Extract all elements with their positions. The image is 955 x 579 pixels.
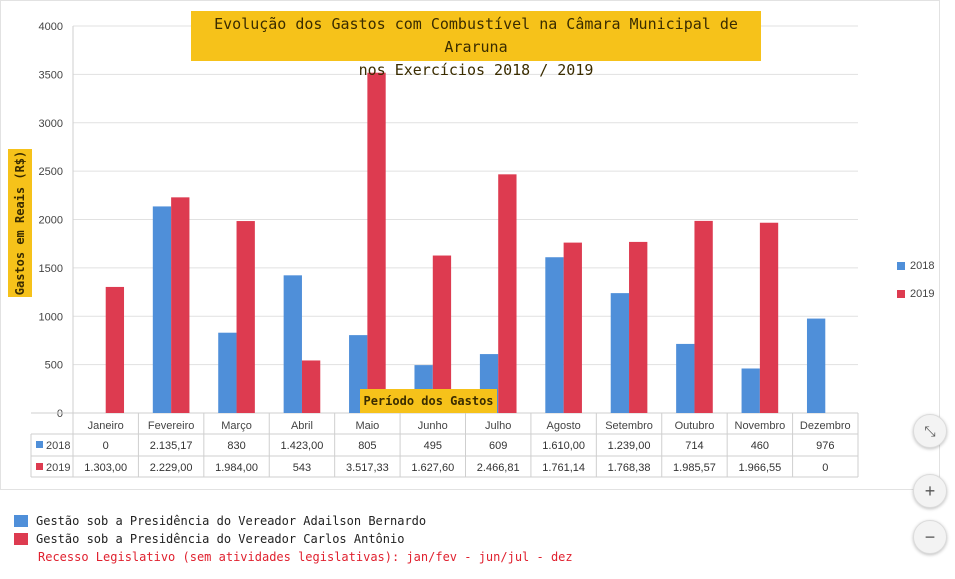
table-cell: 0 [103,440,109,452]
footnote-text-red: Gestão sob a Presidência do Vereador Car… [36,532,405,546]
bar-2018-Outubro [676,343,695,413]
table-cell: 2.135,17 [150,440,193,452]
footnote-blue: Gestão sob a Presidência do Vereador Ada… [14,512,573,530]
table-cell: 460 [751,440,769,452]
fit-to-screen-button[interactable]: ⤡ [913,414,947,448]
bar-2018-Novembro [741,368,760,413]
table-cell: 3.517,33 [346,462,389,474]
collapse-icon: ⤡ [924,423,936,439]
x-tick-label: Maio [355,420,379,432]
y-tick-label: 2500 [39,166,63,178]
table-cell: 1.985,57 [673,462,716,474]
chart-title-line-1: Evolução dos Gastos com Combustível na C… [214,15,738,56]
plus-icon: + [924,481,936,501]
x-tick-label: Fevereiro [148,420,194,432]
footnote-swatch-blue [14,515,28,527]
table-cell: 830 [227,440,245,452]
table-row-header-2019: 2019 [46,462,70,474]
x-axis-label: Período dos Gastos [360,389,497,413]
table-cell: 1.984,00 [215,462,258,474]
y-tick-label: 3000 [39,118,63,130]
bar-2019-Abril [301,360,321,413]
chart-title: Evolução dos Gastos com Combustível na C… [191,11,761,79]
bar-2019-Fevereiro [171,197,190,413]
y-tick-label: 0 [57,408,63,420]
table-cell: 2.466,81 [477,462,520,474]
x-tick-label: Abril [291,420,313,432]
bar-2019-Agosto [563,242,582,413]
y-tick-label: 1500 [39,263,63,275]
y-tick-label: 1000 [39,311,63,323]
table-cell: 1.423,00 [281,440,324,452]
footnote-text-blue: Gestão sob a Presidência do Vereador Ada… [36,514,427,528]
table-cell: 1.768,38 [608,462,651,474]
footnotes: Gestão sob a Presidência do Vereador Ada… [14,512,573,566]
x-tick-label: Março [221,420,252,432]
bar-2018-Fevereiro [152,206,172,413]
chart-legend: 2018 2019 [897,259,934,315]
chart-title-line-2: nos Exercícios 2018 / 2019 [358,61,594,79]
table-cell: 1.761,14 [542,462,585,474]
bar-2019-Junho [432,255,452,413]
zoom-out-button[interactable]: − [913,520,947,554]
table-cell: 543 [293,462,311,474]
y-tick-label: 3500 [39,69,63,81]
legend-item-2018: 2018 [897,259,934,273]
table-cell: 1.627,60 [411,462,454,474]
bar-2019-Março [236,221,255,413]
chart-frame: 0 500 1000 1500 2000 2500 3000 3500 4000 Janeiro F… [0,0,940,490]
minus-icon: − [924,527,936,547]
table-swatch-2019 [36,463,43,470]
table-cell: 1.239,00 [608,440,651,452]
legend-item-2019: 2019 [897,287,934,301]
table-cell: 714 [685,440,703,452]
footnote-swatch-red [14,533,28,545]
bar-2019-Setembro [629,241,648,413]
table-cell: 609 [489,440,507,452]
x-tick-label: Outubro [675,420,715,432]
legend-label-2018: 2018 [910,260,935,272]
y-tick-label: 2000 [39,215,63,227]
y-axis-label-background [8,149,32,297]
x-tick-label: Dezembro [800,420,851,432]
bar-2019-Outubro [694,220,713,413]
bar-2018-Dezembro [806,318,826,413]
bar-2018-Agosto [545,257,564,413]
bar-chart: 0 500 1000 1500 2000 2500 3000 3500 4000 Janeiro F… [30,21,859,478]
footnote-red: Gestão sob a Presidência do Vereador Car… [14,530,573,548]
table-row-header-2018: 2018 [46,440,70,452]
bar-2018-Abril [283,275,302,413]
x-tick-label: Agosto [547,420,581,432]
y-axis-label: Gastos em Reais (R$) [13,150,27,296]
x-tick-label: Setembro [605,420,653,432]
bar-2018-Março [218,332,237,413]
legend-swatch-2018 [897,262,905,270]
table-cell: 2.229,00 [150,462,193,474]
bar-2019-Novembro [759,222,779,413]
table-cell: 1.966,55 [738,462,781,474]
bar-2019-Julho [498,174,517,413]
table-cell: 1.610,00 [542,440,585,452]
x-tick-label: Junho [418,420,448,432]
y-tick-label: 4000 [39,21,63,33]
y-tick-label: 500 [45,360,63,372]
table-cell: 1.303,00 [84,462,127,474]
table-cell: 495 [424,440,442,452]
bar-2018-Setembro [610,293,630,413]
table-cell: 805 [358,440,376,452]
bar-2019-Maio [367,72,386,413]
legend-label-2019: 2019 [910,288,935,300]
table-cell: 0 [822,462,828,474]
x-tick-label: Novembro [735,420,786,432]
footnote-recess: Recesso Legislativo (sem atividades legi… [38,550,573,564]
bar-2019-Janeiro [105,286,125,413]
zoom-in-button[interactable]: + [913,474,947,508]
x-tick-label: Janeiro [88,420,124,432]
x-tick-label: Julho [485,420,511,432]
table-cell: 976 [816,440,834,452]
table-swatch-2018 [36,441,43,448]
legend-swatch-2019 [897,290,905,298]
